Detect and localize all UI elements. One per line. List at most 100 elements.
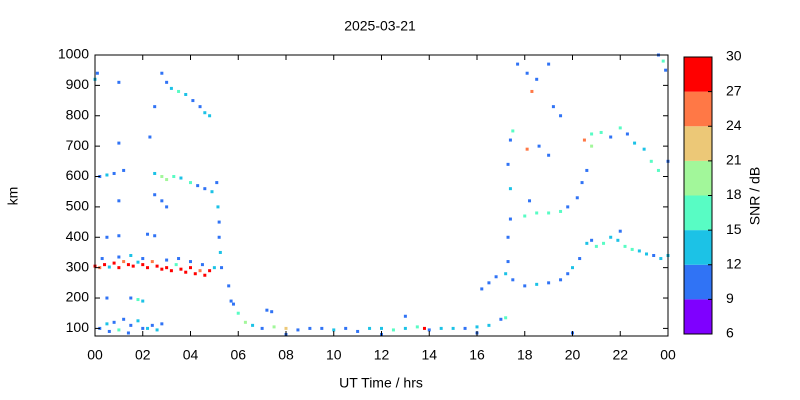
data-point [547,62,551,66]
data-point [525,71,529,75]
data-point [177,89,181,93]
colorbar-tick-label: 21 [726,152,742,168]
x-tick-label: 20 [565,347,581,363]
data-point [189,266,192,270]
data-point [487,281,491,285]
data-point [172,175,176,179]
data-point [599,130,603,134]
data-point [320,326,324,330]
data-point [146,232,150,236]
data-point [270,310,274,314]
data-point [535,77,539,81]
data-point [265,308,269,312]
data-point [590,238,594,242]
data-point [585,168,589,172]
data-point [153,171,157,175]
data-point [191,99,195,103]
y-tick-label: 900 [66,76,90,92]
y-tick-label: 500 [66,198,90,214]
data-point [165,178,169,182]
data-point [559,278,563,282]
data-point [511,278,515,282]
data-point [427,328,431,332]
data-point [585,241,589,245]
data-point [236,311,240,315]
data-point [618,126,622,130]
data-point [637,249,641,253]
x-tick-label: 04 [183,347,199,363]
data-point [141,299,145,303]
data-point [169,86,173,90]
y-tick-label: 700 [66,137,90,153]
data-point [508,138,512,142]
data-point [523,214,527,218]
data-point [189,181,192,185]
x-tick-label: 16 [469,347,485,363]
data-point [105,173,109,177]
data-point [117,141,121,145]
data-point [196,184,200,188]
x-tick-label: 08 [278,347,294,363]
colorbar-band [684,57,712,92]
data-point [308,326,312,330]
colorbar-tick-label: 12 [726,255,742,271]
data-point [368,326,372,330]
y-tick-label: 400 [66,228,90,244]
data-point [95,71,99,75]
data-point [508,187,512,191]
data-point [217,220,221,224]
data-point [391,328,395,332]
data-point [231,302,235,306]
data-point [403,314,407,318]
x-tick-label: 02 [135,347,151,363]
data-point [208,269,212,273]
data-point [165,80,169,84]
data-point [344,326,348,330]
data-point [356,329,360,333]
y-tick-label: 100 [66,319,90,335]
data-point [141,257,145,261]
data-point [117,234,121,238]
data-point [664,68,668,72]
data-point [117,328,121,332]
data-point [630,247,634,251]
colorbar-band [684,126,712,161]
data-point [117,199,121,203]
data-point [566,205,570,209]
data-point [659,257,663,261]
data-point [217,235,221,239]
data-point [146,326,150,330]
y-tick-label: 1000 [58,46,89,62]
data-point [602,241,606,245]
data-point [506,260,510,264]
data-point [208,114,212,118]
x-tick-label: 00 [87,347,103,363]
colorbar-tick-label: 24 [726,117,742,133]
data-point [506,162,510,166]
data-point [122,260,126,264]
data-point [153,105,157,109]
data-point [649,159,653,163]
data-point [216,205,220,209]
data-point [126,263,130,267]
data-point [122,317,126,321]
data-point [169,269,173,273]
data-point [150,323,154,327]
data-point [174,263,178,267]
data-point [652,253,656,257]
data-point [243,320,247,324]
data-point [578,257,582,261]
data-point [525,147,529,151]
data-point [487,323,491,327]
data-point [616,238,620,242]
data-point [203,273,207,277]
data-point [126,331,130,335]
x-tick-label: 00 [660,347,676,363]
data-point [129,253,133,257]
data-point [475,325,479,329]
data-point [165,258,169,262]
data-point [160,71,164,75]
data-point [516,62,520,66]
colorbar-tick-label: 30 [726,48,742,64]
